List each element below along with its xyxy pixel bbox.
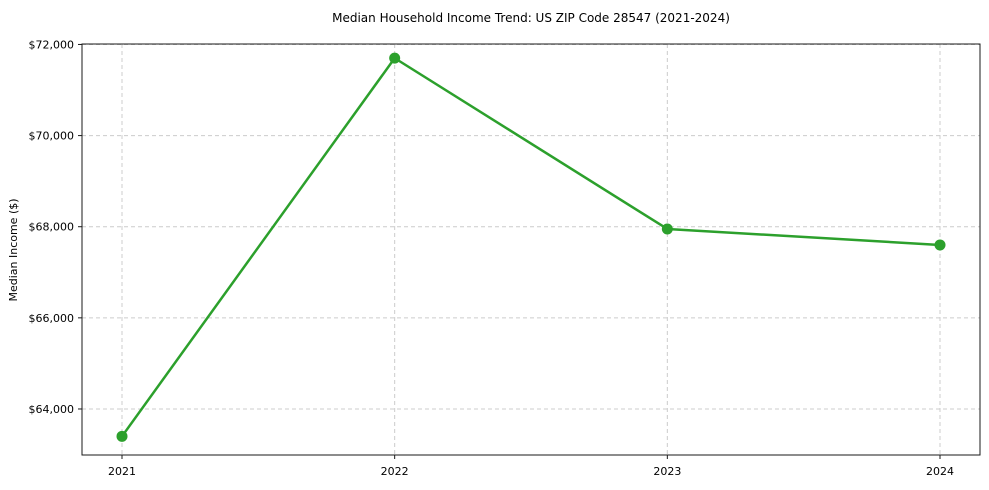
gridlines — [82, 43, 980, 455]
x-tick-label: 2024 — [926, 465, 954, 478]
y-tick-label: $64,000 — [29, 403, 75, 416]
data-series — [116, 52, 946, 442]
y-tick-label: $70,000 — [29, 130, 75, 143]
y-axis-label: Median Income ($) — [7, 198, 20, 301]
data-point-2024 — [934, 239, 946, 251]
chart-title: Median Household Income Trend: US ZIP Co… — [332, 11, 730, 25]
x-tick-label: 2023 — [653, 465, 681, 478]
income-trend-line — [120, 56, 942, 438]
y-tick-label: $66,000 — [29, 312, 75, 325]
data-point-2021 — [116, 430, 128, 442]
x-tick-label: 2021 — [108, 465, 136, 478]
y-tick-label: $72,000 — [29, 38, 75, 51]
x-tick-label: 2022 — [381, 465, 409, 478]
y-tick-label: $68,000 — [29, 221, 75, 234]
axis-ticks: $64,000 $66,000 $68,000 $70,000 $72,000 2021 2… — [29, 38, 955, 478]
plot-border — [81, 43, 981, 456]
data-point-2022 — [389, 52, 401, 64]
plot-frame — [81, 43, 981, 456]
data-point-2023 — [661, 223, 673, 235]
